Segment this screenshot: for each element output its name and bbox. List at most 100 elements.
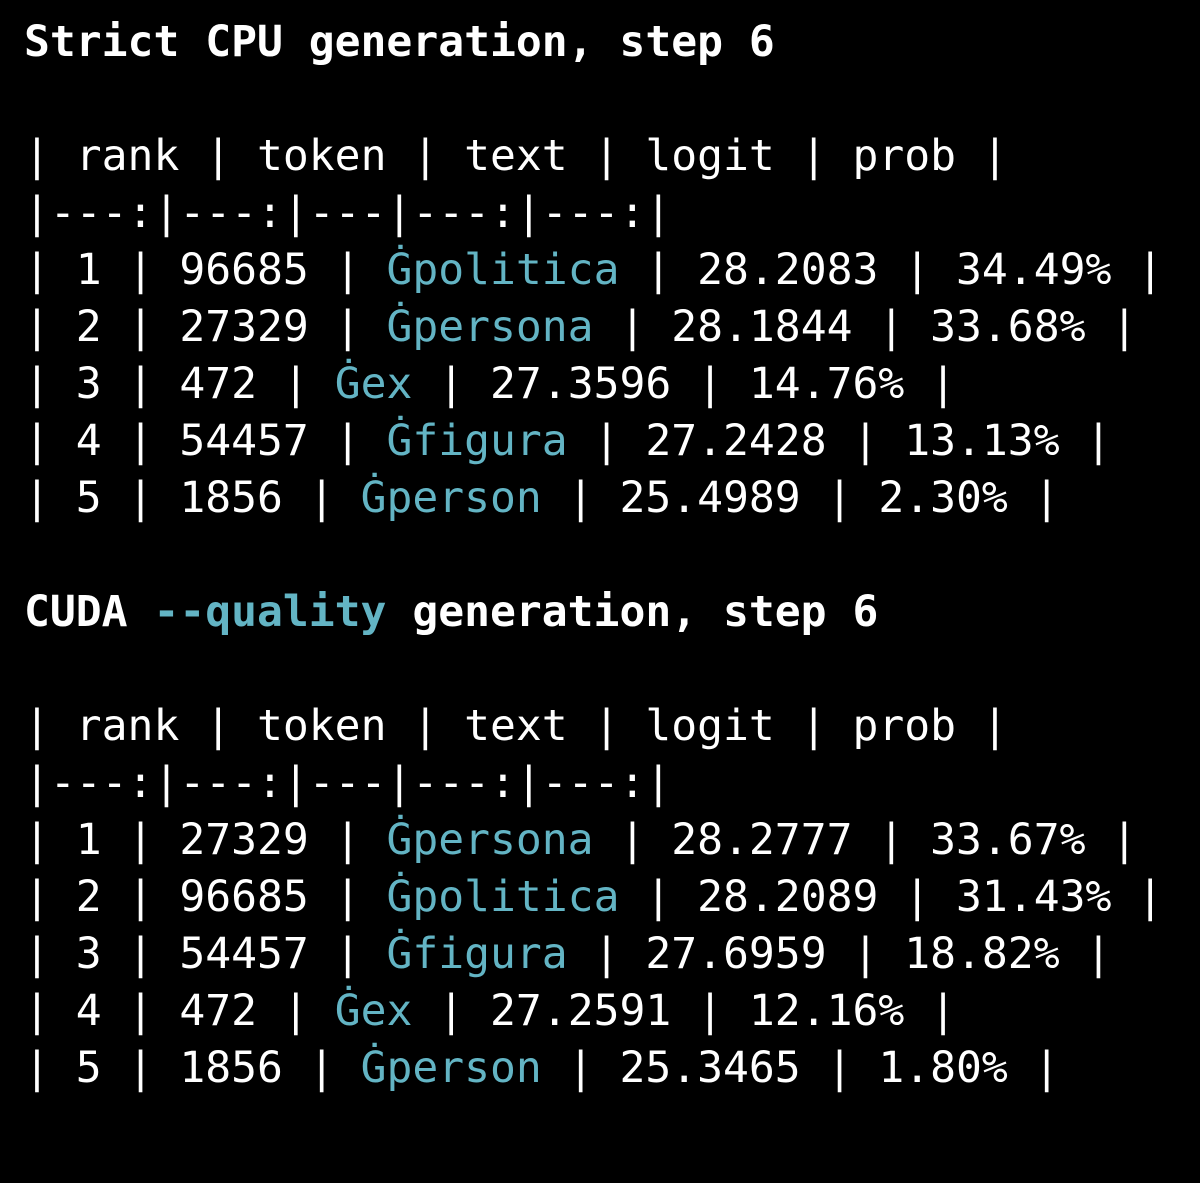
- title-text: Strict CPU generation, step 6: [24, 17, 775, 67]
- delimiter: |: [904, 245, 931, 295]
- cell: Ġfigura: [386, 416, 568, 466]
- cell: 33.67%: [930, 815, 1086, 865]
- table-row: | 1 | 27329 | Ġpersona | 28.2777 | 33.67…: [24, 812, 1200, 869]
- cell: 25.3465: [619, 1043, 801, 1093]
- delimiter: |: [282, 986, 309, 1036]
- delimiter: |: [697, 359, 724, 409]
- delimiter: |: [1033, 473, 1060, 523]
- cell: 27.2428: [645, 416, 827, 466]
- delimiter: |: [127, 302, 154, 352]
- cell: 28.2089: [697, 872, 879, 922]
- delimiter: |: [593, 929, 620, 979]
- cell: token: [257, 131, 387, 181]
- cell: 18.82%: [904, 929, 1060, 979]
- cell: 14.76%: [748, 359, 905, 409]
- cell: Ġex: [334, 359, 413, 409]
- delimiter: |: [127, 416, 154, 466]
- delimiter: |: [645, 245, 672, 295]
- table-row: | 2 | 96685 | Ġpolitica | 28.2089 | 31.4…: [24, 869, 1200, 926]
- table-separator: |---:|---:|---|---:|---:|: [24, 185, 1200, 242]
- table-row: | 2 | 27329 | Ġpersona | 28.1844 | 33.68…: [24, 299, 1200, 356]
- cell: 54457: [179, 416, 309, 466]
- title-flag: --quality: [153, 587, 387, 637]
- cell: 28.1844: [671, 302, 853, 352]
- cell: Ġperson: [360, 473, 542, 523]
- cell: prob: [852, 131, 957, 181]
- terminal: Strict CPU generation, step 6 | rank | to…: [24, 17, 1200, 1097]
- cell: 54457: [179, 929, 309, 979]
- delimiter: |: [308, 473, 335, 523]
- cell: 27.3596: [490, 359, 672, 409]
- delimiter: |: [127, 359, 154, 409]
- delimiter: |: [981, 701, 1008, 751]
- cell: 1.80%: [878, 1043, 1008, 1093]
- cell: 472: [179, 986, 258, 1036]
- delimiter: |: [127, 815, 154, 865]
- delimiter: |: [205, 131, 232, 181]
- cell: logit: [645, 131, 775, 181]
- delimiter: |: [878, 815, 905, 865]
- table-row: | 4 | 54457 | Ġfigura | 27.2428 | 13.13%…: [24, 413, 1200, 470]
- cell: 4: [75, 416, 102, 466]
- delimiter: |: [24, 701, 50, 751]
- cell: 2: [75, 302, 102, 352]
- separator: |---:|---:|---|---:|---:|: [24, 188, 672, 238]
- delimiter: |: [852, 929, 879, 979]
- delimiter: |: [567, 473, 594, 523]
- delimiter: |: [24, 872, 50, 922]
- cell: Ġperson: [360, 1043, 542, 1093]
- delimiter: |: [334, 245, 361, 295]
- cell: Ġpolitica: [386, 872, 620, 922]
- delimiter: |: [24, 473, 50, 523]
- cell: text: [464, 131, 568, 181]
- cell: 34.49%: [956, 245, 1112, 295]
- delimiter: |: [800, 131, 827, 181]
- title-suffix: generation, step 6: [412, 587, 879, 637]
- cell: Ġex: [334, 986, 413, 1036]
- cell: 1856: [179, 1043, 283, 1093]
- cell: 27.6959: [645, 929, 827, 979]
- cell: Ġpersona: [386, 302, 594, 352]
- delimiter: |: [127, 1043, 154, 1093]
- cell: 2.30%: [878, 473, 1008, 523]
- cell: 27329: [179, 302, 309, 352]
- delimiter: |: [930, 986, 957, 1036]
- table-header: | rank | token | text | logit | prob |: [24, 698, 1200, 755]
- table-row: | 3 | 54457 | Ġfigura | 27.6959 | 18.82%…: [24, 926, 1200, 983]
- delimiter: |: [930, 359, 957, 409]
- cell: token: [257, 701, 387, 751]
- cell: Ġpolitica: [386, 245, 620, 295]
- delimiter: |: [334, 302, 361, 352]
- delimiter: |: [205, 701, 232, 751]
- cell: 1: [75, 815, 102, 865]
- delimiter: |: [904, 872, 931, 922]
- delimiter: |: [697, 986, 724, 1036]
- delimiter: |: [619, 302, 646, 352]
- delimiter: |: [593, 701, 620, 751]
- cell: 27329: [179, 815, 309, 865]
- separator: |---:|---:|---|---:|---:|: [24, 758, 672, 808]
- delimiter: |: [24, 986, 50, 1036]
- delimiter: |: [1137, 245, 1164, 295]
- cell: rank: [75, 131, 180, 181]
- delimiter: |: [412, 701, 439, 751]
- cell: 96685: [179, 872, 309, 922]
- delimiter: |: [1111, 302, 1138, 352]
- cell: prob: [852, 701, 957, 751]
- delimiter: |: [645, 872, 672, 922]
- delimiter: |: [852, 416, 879, 466]
- delimiter: |: [826, 473, 853, 523]
- delimiter: |: [1085, 416, 1112, 466]
- delimiter: |: [24, 131, 50, 181]
- delimiter: |: [1137, 872, 1164, 922]
- cell: 4: [75, 986, 102, 1036]
- delimiter: |: [1085, 929, 1112, 979]
- delimiter: |: [593, 416, 620, 466]
- table-row: | 5 | 1856 | Ġperson | 25.3465 | 1.80% |: [24, 1040, 1200, 1097]
- delimiter: |: [878, 302, 905, 352]
- delimiter: |: [438, 986, 465, 1036]
- delimiter: |: [24, 245, 50, 295]
- title-prefix: CUDA: [24, 587, 128, 637]
- cell: 3: [75, 359, 102, 409]
- delimiter: |: [127, 872, 154, 922]
